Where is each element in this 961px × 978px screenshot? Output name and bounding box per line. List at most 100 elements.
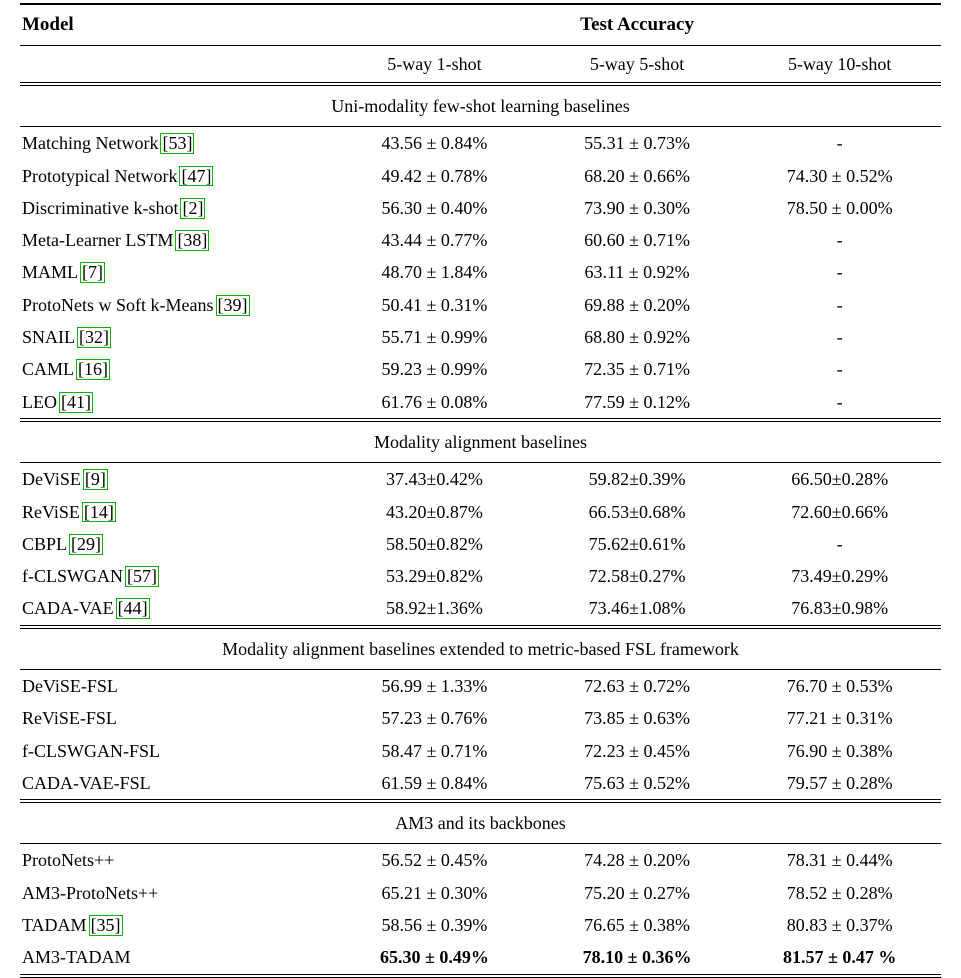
- accuracy-value: 79.57 ± 0.28%: [738, 766, 941, 804]
- table-row: AM3-ProtoNets++ 65.21 ± 0.30% 75.20 ± 0.27…: [20, 877, 941, 909]
- accuracy-value: 58.92±1.36%: [333, 592, 536, 629]
- accuracy-value: 56.30 ± 0.40%: [381, 197, 488, 218]
- citation-link[interactable]: [32]: [77, 327, 111, 348]
- empty-header-cell: [20, 45, 334, 86]
- accuracy-value: 72.35 ± 0.71%: [584, 359, 690, 380]
- model-name: MAML: [22, 262, 79, 283]
- header-row-main: Model Test Accuracy: [20, 4, 941, 46]
- model-name: DeViSE: [22, 469, 81, 490]
- accuracy-value: -: [836, 133, 843, 154]
- citation-link[interactable]: [14]: [81, 501, 116, 523]
- accuracy-value: 66.50±0.28%: [791, 469, 889, 490]
- citation-link[interactable]: [44]: [115, 598, 150, 620]
- table-row: ReViSE-FSL 57.23 ± 0.76% 73.85 ± 0.63% 77.2…: [20, 702, 941, 734]
- model-name-cell: SNAIL [32]: [20, 321, 333, 353]
- table-row: f-CLSWGAN [57] 53.29±0.82% 72.58±0.27% 73.49…: [20, 560, 941, 592]
- accuracy-value: 68.20 ± 0.66%: [584, 165, 690, 186]
- citation-link[interactable]: [7]: [80, 262, 106, 284]
- table-row: Prototypical Network [47] 49.42 ± 0.78% 68.…: [20, 160, 941, 192]
- accuracy-value: 63.11 ± 0.92%: [584, 262, 690, 283]
- accuracy-value: 69.88 ± 0.20%: [584, 294, 690, 315]
- accuracy-value: 56.99 ± 1.33%: [381, 675, 488, 696]
- table-row: CBPL [29] 58.50±0.82% 75.62±0.61% -: [20, 528, 941, 560]
- citation-link[interactable]: [38]: [175, 230, 210, 252]
- model-name: LEO: [22, 391, 57, 412]
- model-name: f-CLSWGAN: [22, 566, 123, 587]
- citation-link[interactable]: [2]: [180, 197, 206, 219]
- table-row: CADA-VAE-FSL 61.59 ± 0.84% 75.63 ± 0.52% 79…: [20, 766, 941, 804]
- accuracy-value: 59.23 ± 0.99%: [381, 359, 488, 380]
- citation-link[interactable]: [16]: [76, 359, 111, 381]
- accuracy-value: 43.44 ± 0.77%: [381, 230, 488, 251]
- model-name: CAML: [22, 359, 75, 380]
- accuracy-value: 66.53±0.68%: [588, 501, 686, 522]
- accuracy-value: 43.20±0.87%: [386, 501, 483, 522]
- accuracy-value: 57.23 ± 0.76%: [381, 708, 488, 729]
- table-row: Meta-Learner LSTM [38] 43.44 ± 0.77% 60.60 …: [20, 224, 941, 256]
- accuracy-value: 53.29±0.82%: [386, 566, 483, 587]
- model-name: Discriminative k-shot: [22, 197, 179, 218]
- accuracy-value: 50.41 ± 0.31%: [381, 294, 488, 315]
- section-title-row: Modality alignment baselines extended to…: [20, 626, 941, 670]
- model-name: DeViSE-FSL: [22, 675, 118, 696]
- accuracy-value: 59.82±0.39%: [588, 469, 686, 490]
- table-row: DeViSE [9] 37.43±0.42% 59.82±0.39% 66.50±0.2…: [20, 463, 941, 496]
- model-name: CADA-VAE: [22, 598, 114, 619]
- model-name: f-CLSWGAN-FSL: [22, 740, 160, 761]
- model-name: ReViSE: [22, 501, 80, 522]
- section-title: AM3 and its backbones: [20, 801, 941, 845]
- accuracy-value: 81.57 ± 0.47 %: [738, 941, 941, 978]
- table-row: SNAIL [32] 55.71 ± 0.99% 68.80 ± 0.92% -: [20, 321, 941, 353]
- accuracy-value: 73.46±1.08%: [535, 592, 739, 629]
- model-name-cell: f-CLSWGAN-FSL: [20, 735, 333, 767]
- model-name: AM3-TADAM: [22, 947, 131, 968]
- citation-link[interactable]: [41]: [59, 391, 93, 413]
- table-row: f-CLSWGAN-FSL 58.47 ± 0.71% 72.23 ± 0.45% 7…: [20, 735, 941, 767]
- section-title-row: AM3 and its backbones: [20, 801, 941, 845]
- model-name: Prototypical Network: [22, 165, 178, 186]
- model-name-cell: ReViSE-FSL: [20, 702, 333, 734]
- accuracy-value: 68.80 ± 0.92%: [584, 327, 690, 348]
- table-row: MAML [7] 48.70 ± 1.84% 63.11 ± 0.92% -: [20, 256, 941, 288]
- table-header: Model Test Accuracy 5-way 1-shot 5-way 5…: [20, 4, 941, 86]
- accuracy-value: 65.21 ± 0.30%: [381, 882, 488, 903]
- citation-link[interactable]: [29]: [69, 533, 104, 555]
- citation-link[interactable]: [53]: [160, 133, 195, 155]
- model-name: AM3-ProtoNets++: [22, 882, 159, 903]
- citation-link[interactable]: [57]: [125, 566, 159, 587]
- model-name: ProtoNets w Soft k-Means: [22, 294, 214, 315]
- column-header-1shot: 5-way 1-shot: [333, 45, 536, 86]
- accuracy-value: 58.50±0.82%: [386, 533, 483, 554]
- header-row-shots: 5-way 1-shot 5-way 5-shot 5-way 10-shot: [20, 45, 941, 86]
- model-name-cell: TADAM [35]: [20, 909, 333, 941]
- model-name-cell: CBPL [29]: [20, 528, 333, 560]
- accuracy-value: 78.10 ± 0.36%: [535, 941, 739, 978]
- accuracy-value: 78.31 ± 0.44%: [786, 850, 893, 871]
- citation-link[interactable]: [47]: [179, 165, 214, 187]
- accuracy-value: 76.70 ± 0.53%: [786, 675, 893, 696]
- model-name: TADAM: [22, 915, 87, 936]
- table-row: Discriminative k-shot [2] 56.30 ± 0.40% 73.…: [20, 192, 941, 224]
- model-name-cell: Prototypical Network [47]: [20, 160, 333, 192]
- citation-link[interactable]: [39]: [215, 294, 250, 316]
- model-name-cell: DeViSE-FSL: [20, 669, 333, 702]
- test-accuracy-header: Test Accuracy: [333, 4, 941, 46]
- column-header-5shot: 5-way 5-shot: [535, 45, 739, 86]
- citation-link[interactable]: [9]: [82, 469, 108, 491]
- accuracy-value: 75.63 ± 0.52%: [535, 766, 739, 804]
- section-title: Modality alignment baselines: [20, 419, 941, 464]
- section-title-row: Uni-modality few-shot learning baselines: [20, 83, 941, 128]
- model-name: CADA-VAE-FSL: [22, 772, 151, 793]
- accuracy-value: -: [836, 262, 843, 283]
- accuracy-value: -: [738, 385, 941, 422]
- table-row: DeViSE-FSL 56.99 ± 1.33% 72.63 ± 0.72% 76.7…: [20, 669, 941, 702]
- table-row: CAML [16] 59.23 ± 0.99% 72.35 ± 0.71% -: [20, 353, 941, 385]
- table-body: Uni-modality few-shot learning baselines…: [20, 83, 941, 978]
- citation-link[interactable]: [35]: [88, 915, 123, 936]
- table-row: ReViSE [14] 43.20±0.87% 66.53±0.68% 72.60±0.…: [20, 496, 941, 528]
- model-name-cell: f-CLSWGAN [57]: [20, 560, 333, 592]
- model-name-cell: Matching Network [53]: [20, 127, 333, 160]
- accuracy-value: 72.58±0.27%: [588, 566, 686, 587]
- section-title: Uni-modality few-shot learning baselines: [20, 83, 941, 128]
- accuracy-value: -: [836, 359, 843, 380]
